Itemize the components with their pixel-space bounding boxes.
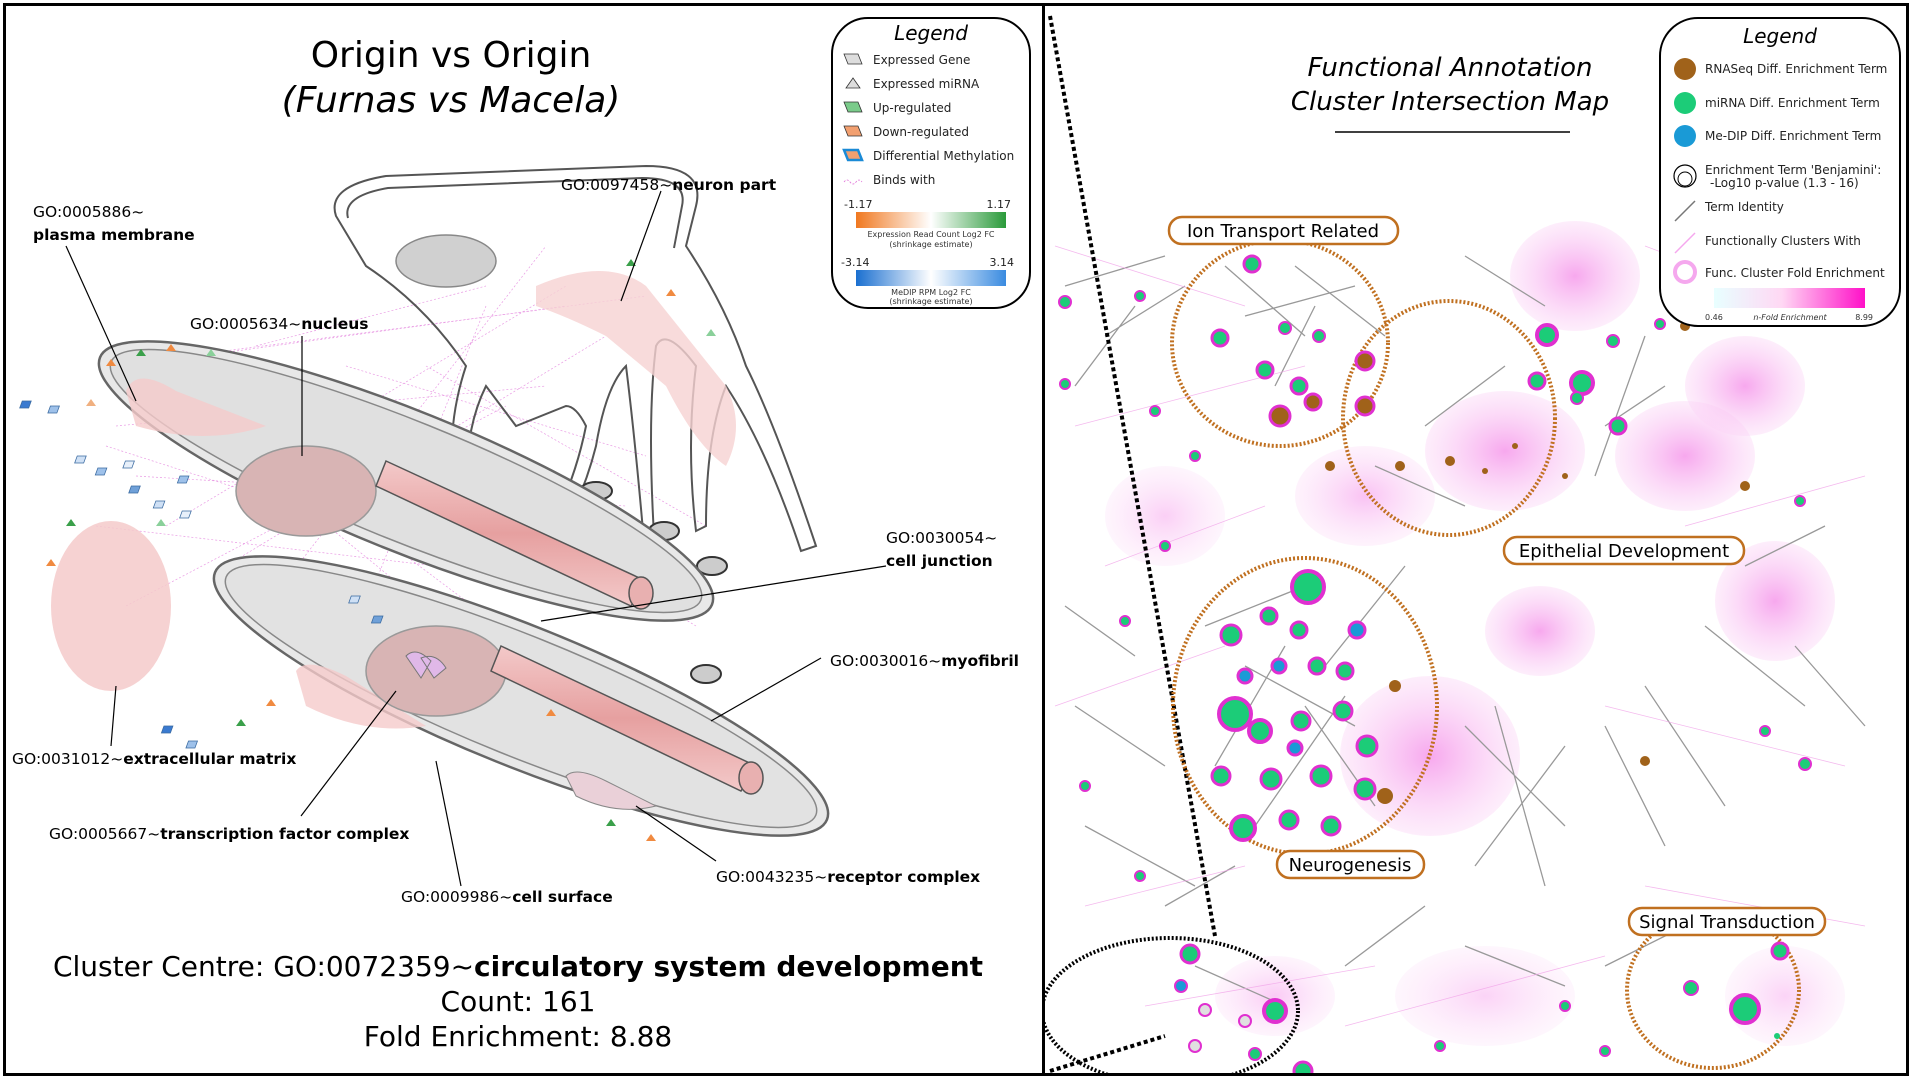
myofibril-upper xyxy=(375,459,648,607)
legend-expressed-gene: Expressed Gene xyxy=(873,53,970,67)
right-legend: Legend RNASeq Diff. Enrichment Term miRN… xyxy=(1659,17,1901,327)
right-title-line2: Cluster Intersection Map xyxy=(1291,87,1609,117)
legend-functionally-clusters: Functionally Clusters With xyxy=(1705,234,1861,248)
go-label-cell-junction: GO:0030054~ xyxy=(886,529,997,547)
expr-gradient xyxy=(856,212,1006,228)
fold-enrichment-swatch xyxy=(1673,260,1697,284)
cluster-label-epithelial: Epithelial Development xyxy=(1502,535,1746,566)
go-label-transcription-factor-complex: GO:0005667~transcription factor complex xyxy=(49,825,409,843)
legend-expressed-mirna: Expressed miRNA xyxy=(873,77,980,91)
right-title-line1: Functional Annotation xyxy=(1308,53,1593,83)
cluster-map-svg: Ion Transport Related Epithelial Develop… xyxy=(1045,15,1901,1073)
axon-terminals xyxy=(579,481,728,684)
neuron-nucleus xyxy=(395,234,497,288)
go-label-extracellular-matrix: GO:0031012~extracellular matrix xyxy=(12,750,296,768)
rnaseq-swatch xyxy=(1674,58,1696,80)
expr-caption2: (shrinkage estimate) xyxy=(889,240,972,249)
medip-caption1: MeDIP RPM Log2 FC xyxy=(891,288,971,297)
left-legend-heading: Legend xyxy=(894,21,968,45)
term-identity-edges xyxy=(1064,255,1866,1007)
fold-scale-max: 8.99 xyxy=(1855,313,1873,322)
cluster-label-neurogenesis: Neurogenesis xyxy=(1275,849,1426,880)
nucleus-upper xyxy=(235,445,377,537)
left-panel-cell-diagram: Origin vs Origin (Furnas vs Macela) xyxy=(3,3,1046,1076)
legend-binds-with: Binds with xyxy=(873,173,935,187)
extracellular-matrix-region xyxy=(51,521,171,691)
go-label-receptor-complex: GO:0043235~receptor complex xyxy=(716,868,980,886)
svg-text:Ion Transport Related: Ion Transport Related xyxy=(1187,221,1379,242)
expr-scale-max: 1.17 xyxy=(987,198,1012,211)
lower-cell xyxy=(212,555,830,837)
fold-gradient xyxy=(1714,288,1865,308)
go-label-nucleus: GO:0005634~nucleus xyxy=(190,315,369,333)
cluster-label-signal-transduction: Signal Transduction xyxy=(1627,906,1827,937)
mirna-swatch xyxy=(1674,92,1696,114)
legend-pvalue-range: -Log10 p-value (1.3 - 16) xyxy=(1710,176,1859,190)
enrichment-blobs xyxy=(1105,221,1845,1046)
legend-fold-enrichment: Func. Cluster Fold Enrichment xyxy=(1705,266,1885,280)
neuron-part-region xyxy=(536,271,736,466)
regulation-triangles xyxy=(46,259,716,841)
legend-medip: Me-DIP Diff. Enrichment Term xyxy=(1705,129,1881,143)
myofibril-lower xyxy=(490,644,758,792)
go-label-neuron-part: GO:0097458~neuron part xyxy=(561,176,777,194)
go-label-myofibril: GO:0030016~myofibril xyxy=(830,652,1019,670)
svg-text:Signal Transduction: Signal Transduction xyxy=(1639,912,1815,933)
leader-lines xyxy=(65,190,887,887)
cell-diagram-svg: Origin vs Origin (Furnas vs Macela) xyxy=(12,17,1031,1053)
medip-swatch xyxy=(1674,125,1696,147)
svg-text:Epithelial Development: Epithelial Development xyxy=(1519,541,1729,562)
legend-mirna: miRNA Diff. Enrichment Term xyxy=(1705,96,1880,110)
medip-gradient xyxy=(856,270,1006,286)
medip-caption2: (shrinkage estimate) xyxy=(889,297,972,306)
term-identity-swatch xyxy=(1674,200,1696,222)
fold-scale-label: n-Fold Enrichment xyxy=(1753,313,1827,322)
gene-markers xyxy=(19,400,384,749)
legend-down-regulated: Down-regulated xyxy=(873,125,969,139)
cluster-count: Count: 161 xyxy=(441,985,596,1018)
medip-scale-max: 3.14 xyxy=(990,256,1015,269)
neuron-outline xyxy=(333,164,818,567)
expr-caption1: Expression Read Count Log2 FC xyxy=(867,230,994,239)
legend-rnaseq: RNASeq Diff. Enrichment Term xyxy=(1705,62,1887,76)
go-label-plasma-membrane: GO:0005886~ xyxy=(33,203,144,221)
svg-text:Neurogenesis: Neurogenesis xyxy=(1289,855,1412,876)
cluster-circles xyxy=(1045,238,1801,1073)
legend-up-regulated: Up-regulated xyxy=(873,101,951,115)
receptor-complex-shape xyxy=(565,771,658,810)
fold-scale-min: 0.46 xyxy=(1705,313,1723,322)
zoom-divider-line xyxy=(1048,15,1217,937)
legend-differential-methylation: Differential Methylation xyxy=(873,149,1014,163)
left-title-line1: Origin vs Origin xyxy=(311,35,592,76)
cluster-label-ion-transport: Ion Transport Related xyxy=(1167,215,1400,246)
upper-cell xyxy=(97,340,715,622)
functional-cluster-swatch xyxy=(1674,232,1696,254)
legend-term-identity: Term Identity xyxy=(1704,200,1784,214)
left-legend: Legend Expressed Gene Expressed miRNA Up… xyxy=(831,17,1031,309)
go-label-cell-junction-name: cell junction xyxy=(886,552,993,570)
zoom-divider-line-bottom xyxy=(1049,1034,1166,1073)
go-label-cell-surface: GO:0009986~cell surface xyxy=(401,888,613,906)
medip-scale-min: -3.14 xyxy=(841,256,869,269)
expr-scale-min: -1.17 xyxy=(844,198,872,211)
legend-icons xyxy=(842,53,864,185)
legend-benjamini: Enrichment Term 'Benjamini': xyxy=(1705,163,1881,177)
right-panel-cluster-map: Ion Transport Related Epithelial Develop… xyxy=(1042,3,1909,1076)
cluster-fold-enrichment: Fold Enrichment: 8.88 xyxy=(364,1020,672,1053)
pvalue-size-swatch-inner xyxy=(1677,171,1693,187)
cluster-centre-line: Cluster Centre: GO:0072359~circulatory s… xyxy=(53,950,983,983)
pvalue-size-swatch xyxy=(1673,164,1697,188)
term-nodes xyxy=(1058,254,1812,1073)
go-label-plasma-membrane-name: plasma membrane xyxy=(33,226,195,244)
right-legend-heading: Legend xyxy=(1743,24,1817,48)
left-title-line2: (Furnas vs Macela) xyxy=(282,80,621,121)
